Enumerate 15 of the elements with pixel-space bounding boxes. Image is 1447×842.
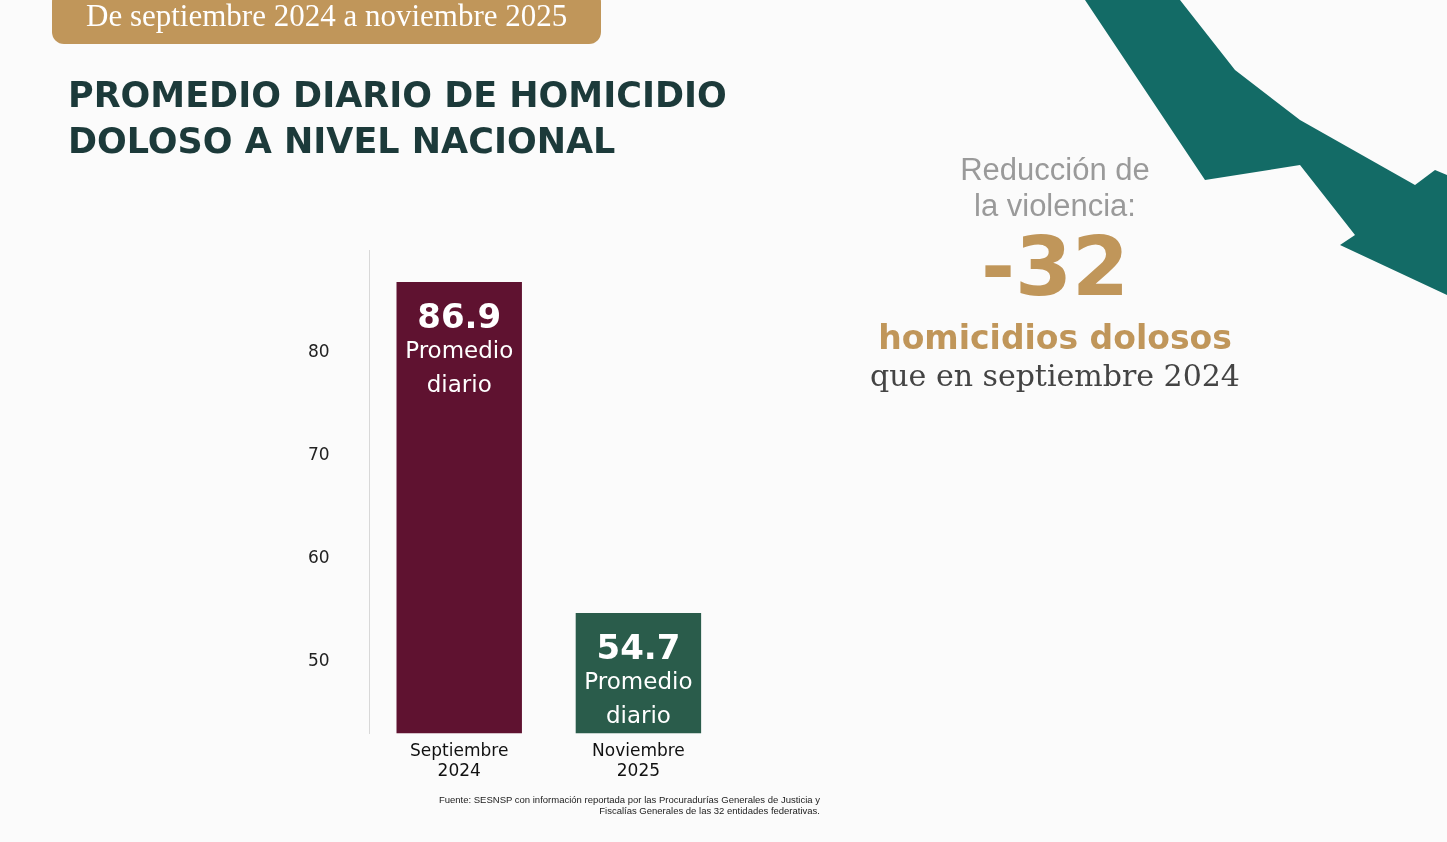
text: homicidios dolosos [877,318,1233,357]
y-tick-label: 50 [307,649,330,670]
data-label: 54.7 [596,626,681,667]
chart-subtitle: De septiembre 2024 a noviembre 2025 [52,0,602,44]
data-label: 86.9 [417,296,502,337]
y-tick-label: 60 [307,546,330,567]
annotation: Promedio diario [584,667,693,728]
x-tick-label: Noviembre 2025 [592,739,685,781]
text: que en septiembre 2024 [870,358,1240,393]
source-note: Fuente: SESNSP con información reportada por las Procuradurías Generales de Justicia y Fiscalías Generales de las 32 entidades federativas. [437,794,820,816]
x-tick-label: Septiembre 2024 [410,739,509,781]
y-tick-label: 70 [307,444,330,465]
annotation: Promedio diario [405,337,514,398]
y-tick-label: 80 [307,341,330,362]
chart-title: PROMEDIO DIARIO DE HOMICIDIO DOLOSO A NIVEL NACIONAL [68,74,728,163]
